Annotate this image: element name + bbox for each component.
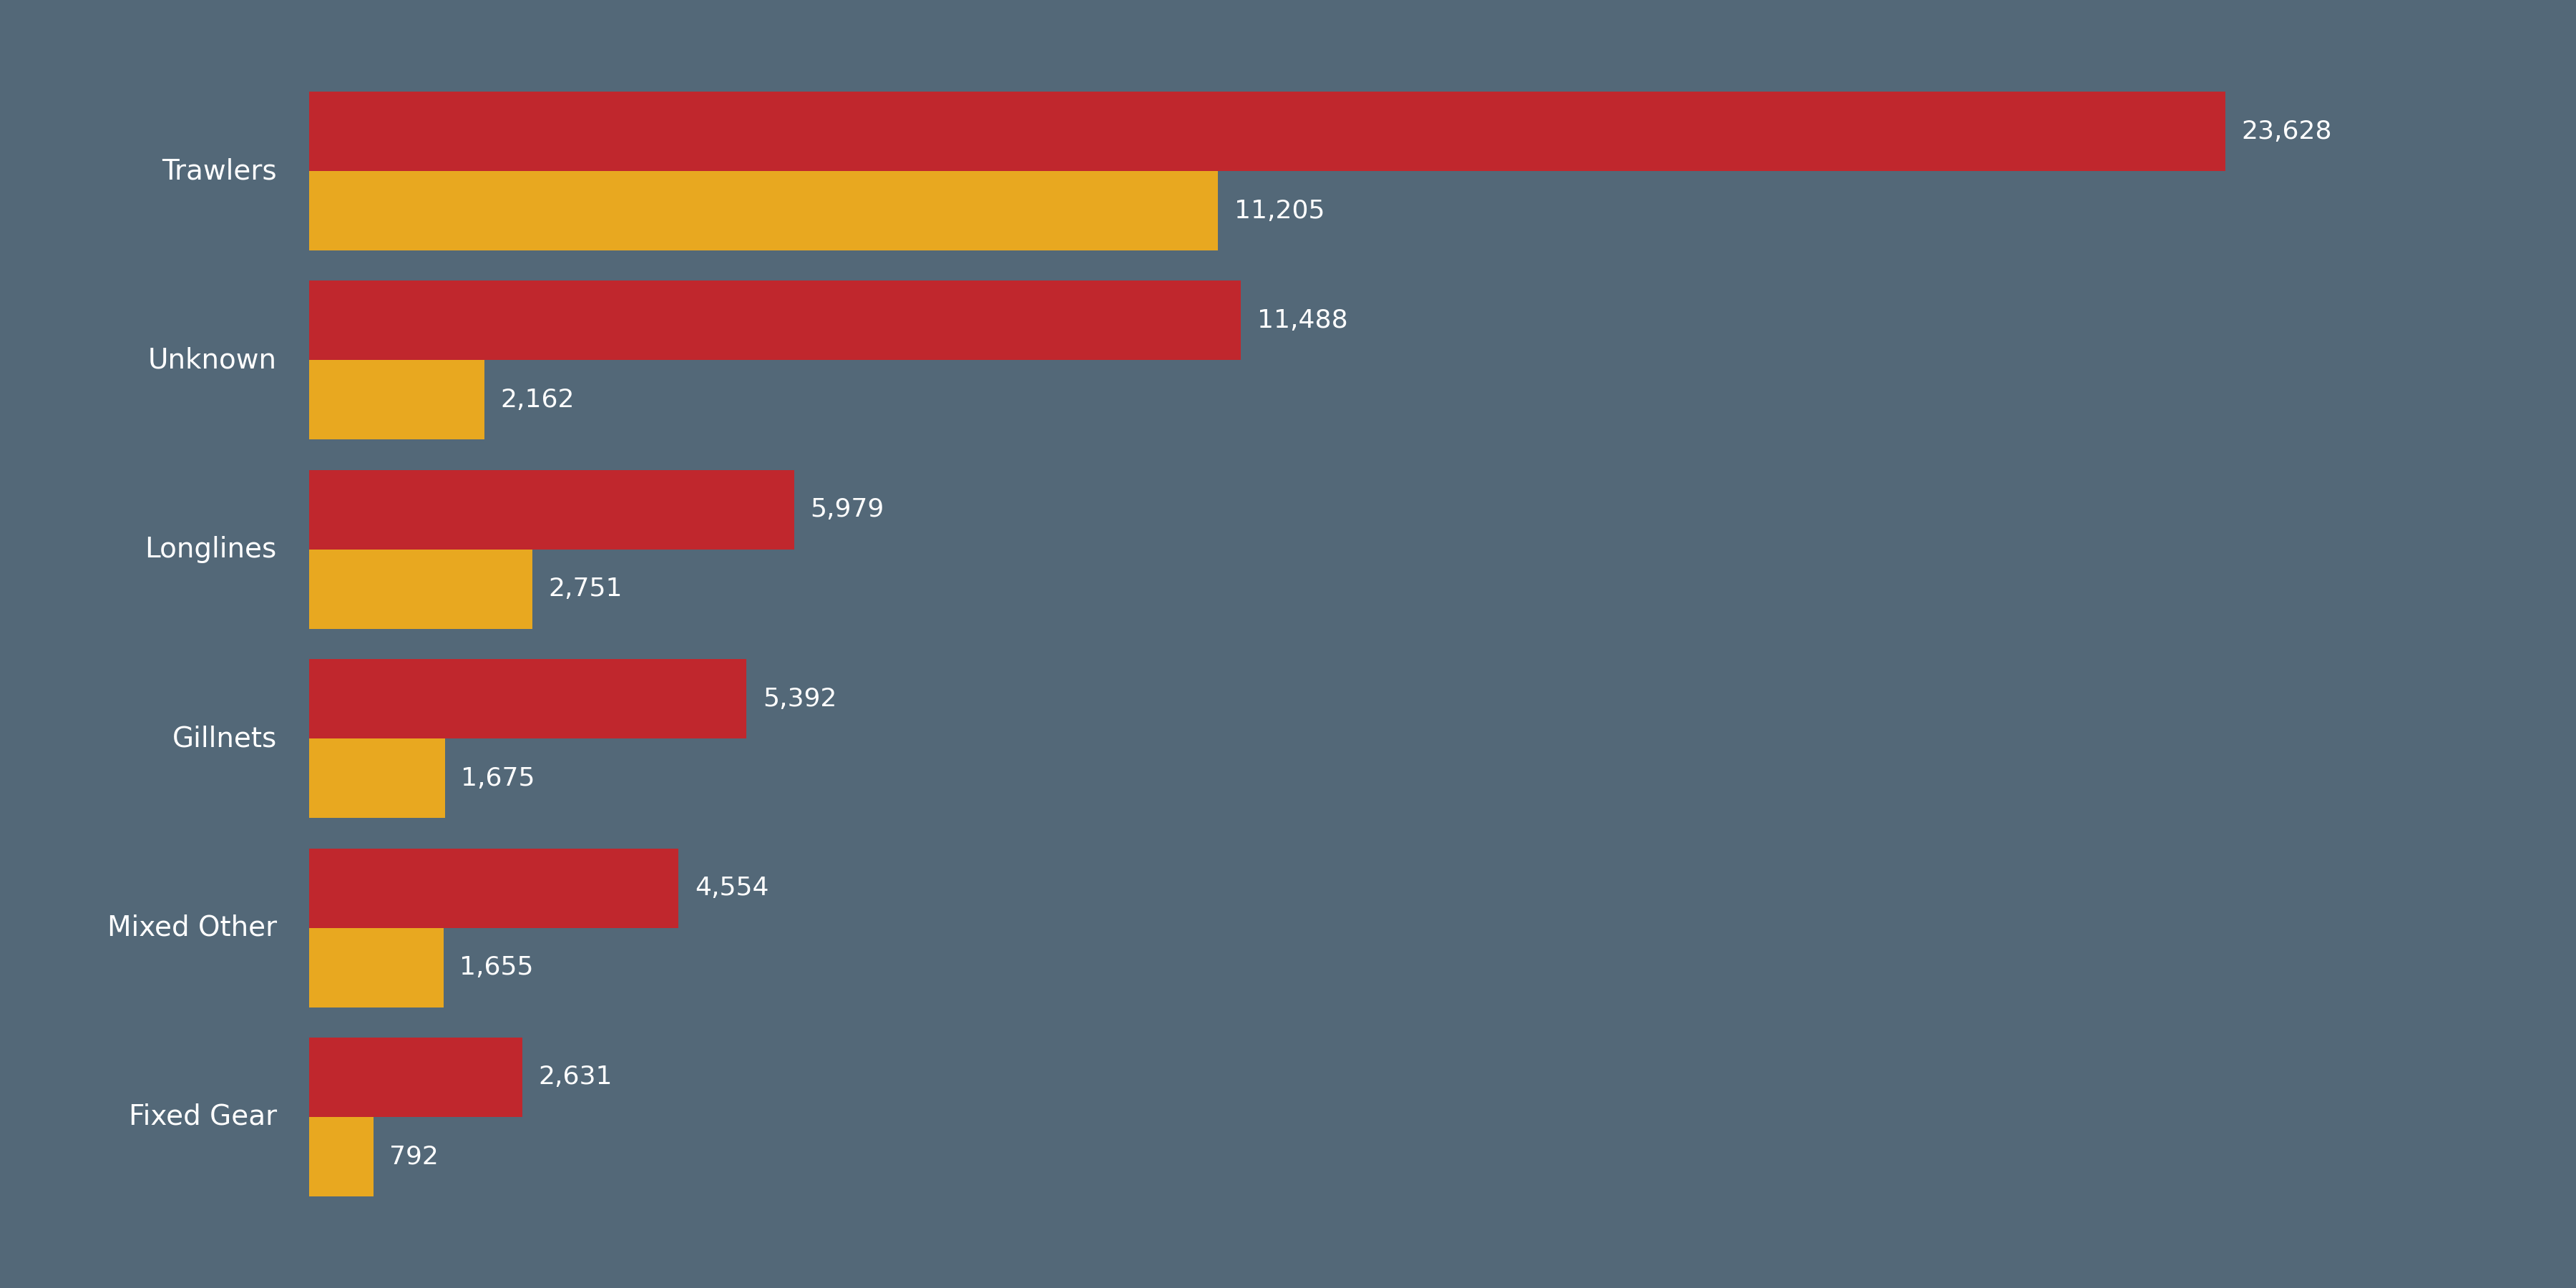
- Bar: [309, 738, 446, 818]
- Bar: [309, 659, 747, 738]
- Text: Gillnets: Gillnets: [173, 725, 276, 752]
- Bar: [309, 361, 484, 439]
- Text: Mixed Other: Mixed Other: [108, 914, 276, 942]
- Text: 2,751: 2,751: [549, 577, 623, 601]
- Bar: [309, 281, 1242, 361]
- Text: 792: 792: [389, 1145, 438, 1168]
- Text: Longlines: Longlines: [144, 536, 276, 563]
- Bar: [309, 849, 677, 927]
- Bar: [309, 91, 2226, 171]
- Bar: [309, 927, 443, 1007]
- Bar: [309, 550, 533, 629]
- Text: 11,488: 11,488: [1257, 308, 1347, 332]
- Text: Fixed Gear: Fixed Gear: [129, 1104, 276, 1131]
- Text: 1,675: 1,675: [461, 766, 536, 791]
- Bar: [309, 1117, 374, 1197]
- Text: 5,979: 5,979: [811, 497, 884, 522]
- Text: 1,655: 1,655: [459, 956, 533, 980]
- Text: 2,162: 2,162: [500, 388, 574, 412]
- Text: Trawlers: Trawlers: [162, 157, 276, 184]
- Text: 11,205: 11,205: [1234, 198, 1324, 223]
- Text: Unknown: Unknown: [147, 346, 276, 374]
- Text: 23,628: 23,628: [2241, 120, 2331, 143]
- Bar: [309, 171, 1218, 250]
- Text: 2,631: 2,631: [538, 1065, 613, 1090]
- Text: 4,554: 4,554: [696, 876, 768, 900]
- Bar: [309, 470, 793, 550]
- Bar: [309, 1038, 523, 1117]
- Text: 5,392: 5,392: [762, 687, 837, 711]
